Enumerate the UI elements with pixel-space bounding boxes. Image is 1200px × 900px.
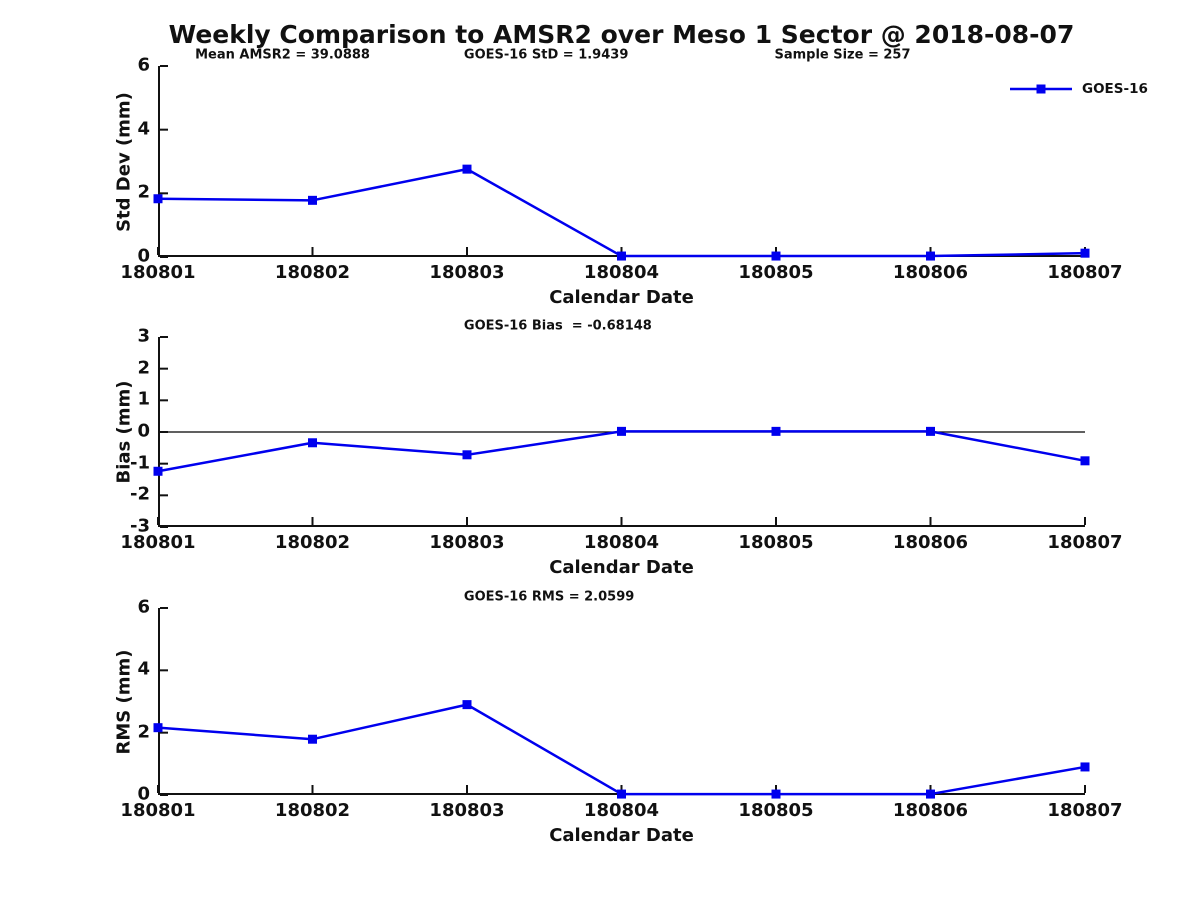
data-marker xyxy=(1080,762,1090,772)
x-tick-label: 180805 xyxy=(738,532,814,553)
legend-line-sample xyxy=(1010,84,1072,94)
x-tick-label: 180803 xyxy=(429,800,505,821)
y-tick-label: 6 xyxy=(137,596,150,618)
x-tick-label: 180806 xyxy=(892,532,969,553)
legend-marker xyxy=(1036,84,1046,94)
plot-annotation: GOES-16 RMS = 2.0599 xyxy=(463,589,635,605)
y-tick-label: 6 xyxy=(137,54,150,76)
data-marker xyxy=(617,789,626,799)
data-marker xyxy=(771,426,781,436)
x-tick-label: 180802 xyxy=(274,800,351,821)
x-tick-label: 180801 xyxy=(120,532,196,553)
x-tick-label: 180807 xyxy=(1047,262,1123,283)
data-marker xyxy=(462,450,472,460)
x-tick-label: 180803 xyxy=(429,262,505,283)
x-tick-label: 180805 xyxy=(738,800,814,821)
plot-annotation: GOES-16 Bias = -0.68148 xyxy=(463,318,652,334)
y-axis-label: Std Dev (mm) xyxy=(113,91,135,232)
data-marker xyxy=(1080,456,1090,466)
subplot-stddev: GOES-16 0 2 4 6 180801 180802 180803 180804 1808… xyxy=(114,48,1148,309)
data-marker xyxy=(1080,248,1090,258)
x-tick-label: 180804 xyxy=(583,800,660,821)
data-marker xyxy=(617,251,626,261)
x-tick-label: 180805 xyxy=(738,262,814,283)
x-tick-label: 180806 xyxy=(892,800,969,821)
data-marker xyxy=(462,700,472,710)
y-axis-label: RMS (mm) xyxy=(113,649,135,754)
x-tick-label: 180804 xyxy=(583,262,660,283)
data-marker xyxy=(153,723,163,733)
chart-title: Weekly Comparison to AMSR2 over Meso 1 S… xyxy=(168,20,1075,49)
x-tick-label: 180801 xyxy=(120,262,196,283)
plot-annotation: Mean AMSR2 = 39.0888 xyxy=(195,47,370,63)
x-tick-label: 180802 xyxy=(274,262,351,283)
y-tick-label: 0 xyxy=(137,783,150,805)
y-tick-label: 2 xyxy=(137,181,150,203)
y-tick-label: 4 xyxy=(137,658,150,680)
x-axis-label: Calendar Date xyxy=(549,287,694,308)
y-tick-label: -2 xyxy=(130,483,150,505)
y-tick-label: 0 xyxy=(137,420,150,442)
y-tick-label: 2 xyxy=(137,721,150,743)
x-tick-label: 180801 xyxy=(120,800,196,821)
plot-annotation: GOES-16 StD = 1.9439 xyxy=(463,47,629,63)
data-marker xyxy=(462,164,472,174)
data-marker xyxy=(926,426,935,436)
y-axis-label: Bias (mm) xyxy=(113,380,135,484)
x-axis-label: Calendar Date xyxy=(549,557,694,578)
data-marker xyxy=(617,426,626,436)
data-line xyxy=(157,703,1086,796)
x-axis-label: Calendar Date xyxy=(549,825,694,846)
x-tick-label: 180802 xyxy=(274,532,351,553)
data-marker xyxy=(308,734,317,744)
subplot-rms: 0 2 4 6 180801 180802 180803 180804 180805 180806… xyxy=(114,590,1123,847)
x-tick-label: 180804 xyxy=(583,532,660,553)
plot-svg xyxy=(153,607,1090,799)
x-tick-label: 180806 xyxy=(892,262,969,283)
data-line xyxy=(157,430,1086,473)
y-tick-label: 0 xyxy=(137,245,150,267)
y-tick-label: 3 xyxy=(137,325,150,347)
data-marker xyxy=(308,438,317,448)
y-tick-label: -1 xyxy=(130,452,150,474)
plot-svg xyxy=(153,65,1090,261)
x-tick-label: 180803 xyxy=(429,532,505,553)
data-marker xyxy=(308,195,317,205)
data-marker xyxy=(771,251,781,261)
plot-svg xyxy=(153,336,1090,528)
subplot-bias: -3 -2 -1 0 1 2 3 180801 180802 180803 180804 180805… xyxy=(114,319,1123,579)
y-tick-label: -3 xyxy=(130,515,150,537)
x-tick-label: 180807 xyxy=(1047,532,1123,553)
legend: GOES-16 xyxy=(1010,80,1148,98)
data-marker xyxy=(926,789,935,799)
y-tick-label: 1 xyxy=(137,388,150,410)
x-tick-label: 180807 xyxy=(1047,800,1123,821)
data-marker xyxy=(771,789,781,799)
data-marker xyxy=(153,466,163,476)
y-tick-label: 2 xyxy=(137,357,150,379)
data-line xyxy=(157,167,1086,258)
plot-annotation: Sample Size = 257 xyxy=(774,47,911,63)
data-marker xyxy=(926,251,935,261)
legend-label: GOES-16 xyxy=(1082,81,1148,97)
data-marker xyxy=(153,194,163,204)
y-tick-label: 4 xyxy=(137,118,150,140)
